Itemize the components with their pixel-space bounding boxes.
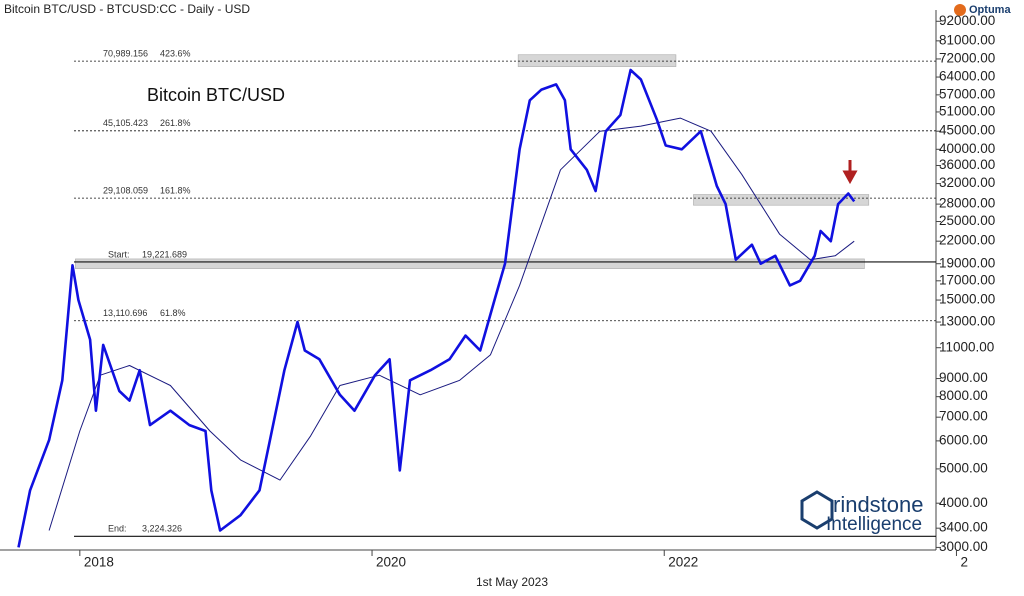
y-tick-label: 45000.00: [939, 123, 995, 138]
arrow: [842, 160, 858, 185]
y-tick-label: 28000.00: [939, 196, 995, 211]
x-axis-label: 1st May 2023: [476, 575, 548, 589]
x-tick-label: 2022: [668, 555, 698, 570]
series-line: [17, 68, 856, 548]
watermark-line: rindstone: [833, 492, 924, 517]
level-prefix: Start:: [108, 249, 130, 259]
series-line: [48, 117, 855, 531]
y-tick-label: 11000.00: [939, 339, 994, 354]
level-label: 13,110.696: [103, 308, 147, 318]
level-label: 3,224.326: [142, 524, 182, 534]
y-tick-label: 36000.00: [939, 157, 995, 172]
level-prefix: End:: [108, 524, 127, 534]
level-ratio: 161.8%: [160, 186, 191, 196]
y-tick-label: 51000.00: [939, 104, 995, 119]
brand-icon: [954, 4, 966, 16]
y-tick-label: 92000.00: [939, 13, 995, 28]
level-label: 29,108.059: [103, 186, 148, 196]
level-ratio: 61.8%: [160, 308, 186, 318]
y-tick-label: 6000.00: [939, 432, 988, 447]
chart-title: Bitcoin BTC/USD: [147, 85, 285, 105]
x-tick-label: 2018: [84, 555, 114, 570]
level-label: 19,221.689: [142, 249, 187, 259]
y-tick-label: 5000.00: [939, 460, 988, 475]
y-tick-label: 19000.00: [939, 255, 995, 270]
zone: [75, 258, 865, 269]
y-tick-label: 4000.00: [939, 495, 988, 510]
y-tick-label: 64000.00: [939, 69, 995, 84]
header: Bitcoin BTC/USD - BTCUSD:CC - Daily - US…: [4, 2, 250, 16]
y-tick-label: 57000.00: [939, 86, 995, 101]
level-ratio: 261.8%: [160, 118, 191, 128]
y-tick-label: 15000.00: [939, 292, 995, 307]
y-tick-label: 72000.00: [939, 51, 995, 66]
y-tick-label: 7000.00: [939, 409, 988, 424]
level-ratio: 423.6%: [160, 48, 191, 58]
watermark: rindstone Intelligence: [800, 490, 924, 535]
brand: Optuma: [969, 4, 1011, 16]
zone: [693, 194, 870, 206]
level-label: 45,105.423: [103, 118, 148, 128]
watermark-line: Intelligence: [826, 514, 922, 535]
y-tick-label: 32000.00: [939, 175, 995, 190]
y-tick-label: 25000.00: [939, 213, 995, 228]
y-tick-label: 22000.00: [939, 233, 995, 248]
y-tick-label: 81000.00: [939, 32, 995, 47]
y-tick-label: 9000.00: [939, 370, 988, 385]
x-tick-label: 2: [960, 555, 968, 570]
y-tick-label: 3400.00: [939, 520, 988, 535]
level-label: 70,989.156: [103, 48, 148, 58]
y-tick-label: 13000.00: [939, 314, 995, 329]
y-tick-label: 8000.00: [939, 388, 988, 403]
y-tick-label: 3000.00: [939, 539, 988, 554]
y-tick-label: 17000.00: [939, 272, 995, 287]
zone: [517, 54, 677, 67]
watermark-logo: [800, 490, 834, 530]
y-tick-label: 40000.00: [939, 141, 995, 156]
x-tick-label: 2020: [376, 555, 406, 570]
